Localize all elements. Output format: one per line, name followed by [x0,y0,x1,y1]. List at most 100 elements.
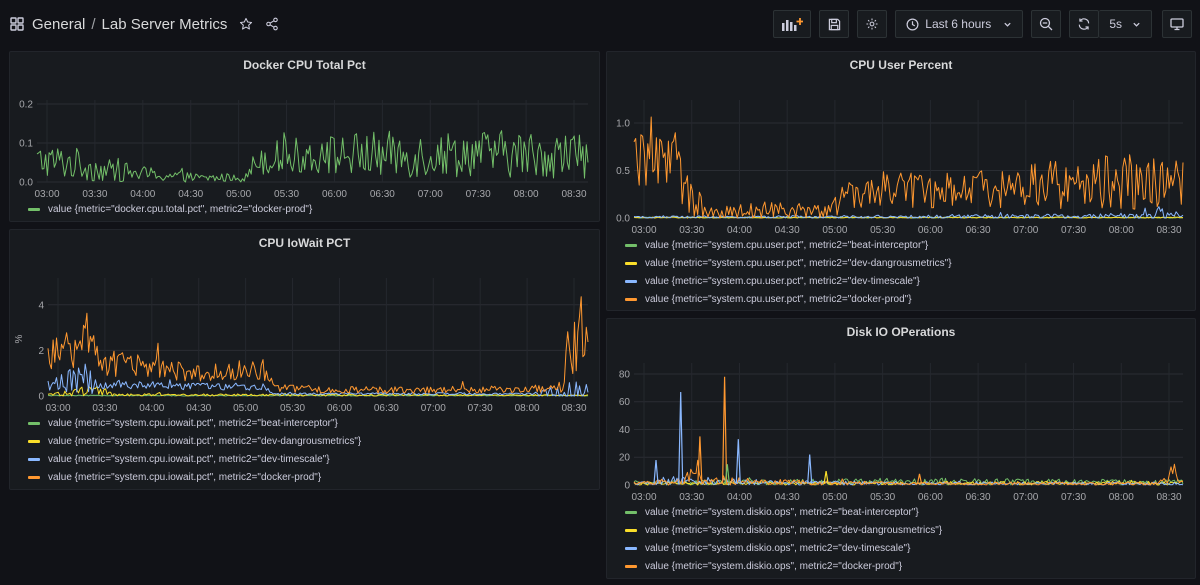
legend-label: value {metric="system.diskio.ops", metri… [645,542,911,554]
panel-disk-io[interactable]: Disk IO OPerations 0 20 40 60 80 03:00 03:30 04… [606,318,1196,579]
legend-item[interactable]: value {metric="system.cpu.iowait.pct", m… [28,468,361,486]
spike-5 [653,459,659,484]
legend-swatch [625,297,637,301]
tv-mode-icon [1170,18,1184,31]
legend-item[interactable]: value {metric="system.cpu.iowait.pct", m… [28,450,361,468]
y-tick-label: 40 [619,425,631,436]
x-tick-label: 04:30 [178,189,203,200]
x-tick-label: 04:30 [775,492,800,503]
legend-item[interactable]: value {metric="system.diskio.ops", metri… [625,503,942,521]
legend-swatch [28,457,40,461]
top-bar: General / Lab Server Metrics Last 6 hour… [0,0,1200,48]
panel-title[interactable]: Disk IO OPerations [846,325,956,339]
x-tick-label: 08:30 [1156,492,1181,503]
x-tick-label: 06:30 [374,403,399,414]
settings-button[interactable] [857,10,888,38]
spike-7 [823,471,829,484]
panel-title[interactable]: CPU User Percent [849,58,953,72]
legend-label: value {metric="system.cpu.user.pct", met… [645,275,920,287]
x-tick-label: 04:30 [186,403,211,414]
panel-cpu-user[interactable]: CPU User Percent 0.0 0.5 1.0 03:00 03:30 04:0… [606,51,1196,311]
grid-icon[interactable] [10,17,24,31]
star-icon[interactable] [239,17,253,31]
zoom-out-button[interactable] [1031,10,1062,38]
legend-item[interactable]: value {metric="system.cpu.user.pct", met… [625,272,952,290]
legend-label: value {metric="system.diskio.ops", metri… [645,506,919,518]
cpu-user-legend: value {metric="system.cpu.user.pct", met… [625,236,952,308]
cpu-iowait-chart: 0 2 4 03:00 03:30 04:00 04:30 05:00 05:30 06:00 06… [14,278,589,414]
share-icon[interactable] [265,17,279,31]
legend-label: value {metric="system.cpu.iowait.pct", m… [48,417,338,429]
legend-swatch [625,528,637,532]
legend-swatch [625,510,637,514]
x-tick-label: 04:30 [775,225,800,236]
refresh-interval-picker[interactable]: 5s [1099,10,1152,38]
panel-docker-cpu[interactable]: Docker CPU Total Pct 0.0 0.1 0.2 03:00 03:30… [9,51,600,222]
panel-cpu-iowait[interactable]: CPU IoWait PCT 0 2 4 03:00 03:30 04:00 04:30 05… [9,229,600,490]
legend-item[interactable]: value {metric="system.cpu.user.pct", met… [625,236,952,254]
save-button[interactable] [819,10,850,38]
refresh-button[interactable] [1069,10,1100,38]
spike-6 [807,454,813,484]
y-tick-label: 0.0 [616,214,630,225]
x-tick-label: 05:00 [226,189,251,200]
breadcrumb-folder[interactable]: General [32,15,86,33]
y-tick-label: 0.2 [19,100,33,111]
x-tick-label: 08:00 [514,189,539,200]
x-tick-label: 04:00 [139,403,164,414]
docker-cpu-chart: 0.0 0.1 0.2 03:00 03:30 04:00 04:30 05:00 05:30 0… [19,100,589,200]
x-tick-label: 06:30 [370,189,395,200]
x-tick-label: 06:00 [322,189,347,200]
x-tick-label: 07:30 [468,403,493,414]
x-tick-label: 06:00 [918,225,943,236]
legend-label: value {metric="system.cpu.user.pct", met… [645,257,952,269]
spike-0 [678,391,684,484]
x-tick-label: 07:30 [1061,225,1086,236]
series-line-0 [47,394,588,397]
add-panel-button[interactable] [773,10,812,38]
x-tick-label: 04:00 [727,225,752,236]
legend-item[interactable]: value {metric="system.diskio.ops", metri… [625,521,942,539]
dashboard-title[interactable]: Lab Server Metrics [101,15,228,33]
x-tick-label: 04:00 [130,189,155,200]
tv-mode-button[interactable] [1162,10,1192,38]
spike-4 [724,464,730,484]
legend-label: value {metric="system.diskio.ops", metri… [645,560,903,572]
chevron-down-icon [1004,22,1011,27]
save-icon [828,18,840,30]
time-range-label: Last 6 hours [925,17,992,31]
legend-item[interactable]: value {metric="system.cpu.user.pct", met… [625,254,952,272]
x-tick-label: 07:00 [1013,492,1038,503]
y-tick-label: 1.0 [616,119,630,130]
legend-swatch [625,261,637,265]
time-range-picker[interactable]: Last 6 hours [895,10,1024,38]
legend-item[interactable]: value {metric="system.cpu.iowait.pct", m… [28,432,361,450]
x-tick-label: 03:30 [92,403,117,414]
series-line-0 [36,130,589,183]
legend-item[interactable]: value {metric="system.diskio.ops", metri… [625,539,942,557]
y-tick-label: 80 [619,369,631,380]
chart-axes: 0 20 40 60 80 03:00 03:30 04:00 04:30 05:00 05:30 0… [619,363,1183,503]
x-tick-label: 03:30 [82,189,107,200]
legend-label: value {metric="system.cpu.iowait.pct", m… [48,471,322,483]
legend-item[interactable]: value {metric="docker.cpu.total.pct", me… [28,200,312,218]
x-tick-label: 06:00 [918,492,943,503]
legend-label: value {metric="system.cpu.user.pct", met… [645,293,912,305]
cpu-user-chart: 0.0 0.5 1.0 03:00 03:30 04:00 04:30 05:00 05:30 0… [616,100,1184,236]
panel-title[interactable]: CPU IoWait PCT [258,236,351,250]
legend-label: value {metric="system.cpu.user.pct", met… [645,239,929,251]
x-tick-label: 06:30 [966,492,991,503]
legend-item[interactable]: value {metric="system.diskio.ops", metri… [625,557,942,575]
legend-item[interactable]: value {metric="system.cpu.user.pct", met… [625,290,952,308]
x-tick-label: 05:30 [870,225,895,236]
y-tick-label: 0.5 [616,166,630,177]
panel-title[interactable]: Docker CPU Total Pct [243,58,366,72]
cpu-iowait-legend: value {metric="system.cpu.iowait.pct", m… [28,414,361,486]
legend-item[interactable]: value {metric="system.cpu.iowait.pct", m… [28,414,361,432]
x-tick-label: 07:00 [1013,225,1038,236]
y-tick-label: 20 [619,453,631,464]
x-tick-label: 03:00 [631,492,656,503]
x-tick-label: 08:00 [1109,225,1134,236]
breadcrumb-separator: / [91,15,96,33]
settings-icon [866,18,878,30]
